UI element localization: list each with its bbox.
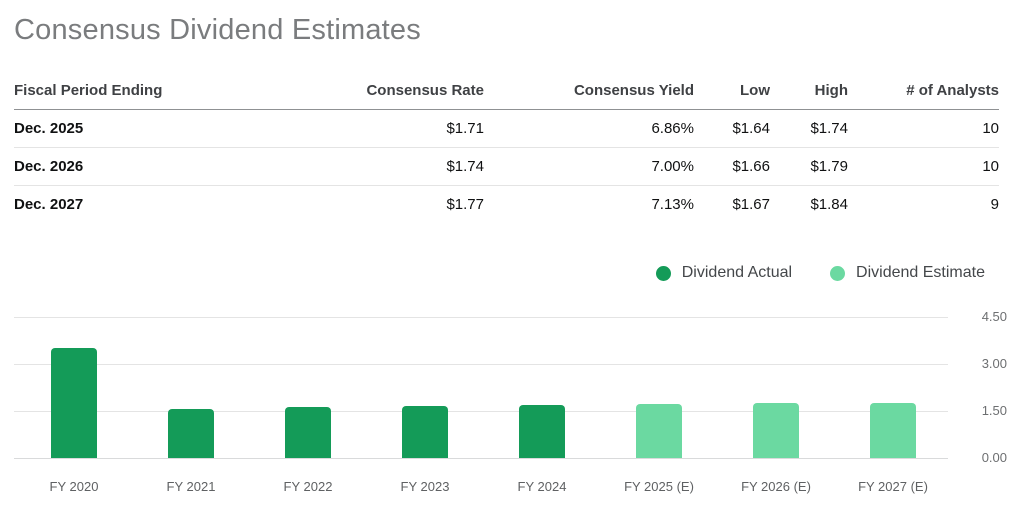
bar-fy-2023[interactable] [402, 406, 448, 458]
column-header-consensus-yield: Consensus Yield [484, 76, 694, 110]
estimates-table: Fiscal Period Ending Consensus Rate Cons… [14, 76, 999, 223]
consensus-yield-cell: 7.00% [484, 147, 694, 186]
bar-fy-2026-e[interactable] [753, 403, 799, 458]
low-cell: $1.64 [694, 109, 770, 148]
low-cell: $1.66 [694, 147, 770, 186]
bar-fy-2020[interactable] [51, 348, 97, 458]
fiscal-period-cell: Dec. 2025 [14, 109, 274, 148]
table-row: Dec. 2027 $1.77 7.13% $1.67 $1.84 9 [14, 186, 999, 224]
consensus-rate-cell: $1.74 [274, 147, 484, 186]
x-axis-label: FY 2021 [166, 479, 216, 494]
table-header-row: Fiscal Period Ending Consensus Rate Cons… [14, 76, 999, 110]
column-header-high: High [770, 76, 848, 110]
table-row: Dec. 2025 $1.71 6.86% $1.64 $1.74 10 [14, 109, 999, 148]
consensus-rate-cell: $1.77 [446, 196, 484, 213]
dividend-bar-chart: 4.50 3.00 1.50 0.00 FY 2020 FY 2021 FY 2022 FY … [0, 295, 1029, 510]
legend-label-dividend-estimate: Dividend Estimate [856, 264, 985, 281]
consensus-yield-cell: 7.13% [651, 196, 694, 213]
low-cell: $1.67 [732, 196, 770, 213]
analysts-cell: 10 [848, 109, 999, 148]
page-title: Consensus Dividend Estimates [14, 14, 421, 46]
dividend-estimate-dot-icon [830, 265, 846, 281]
y-axis-tick-label: 4.50 [981, 309, 1007, 324]
analysts-cell: 10 [848, 147, 999, 186]
y-axis-tick-label: 0.00 [981, 450, 1007, 465]
legend-item-dividend-estimate[interactable]: Dividend Estimate [830, 264, 985, 282]
x-axis-label: FY 2024 [517, 479, 567, 494]
fiscal-period-cell: Dec. 2027 [14, 196, 84, 213]
gridline [14, 364, 948, 365]
column-header-analysts: # of Analysts [848, 76, 999, 110]
consensus-rate-cell: $1.71 [274, 109, 484, 148]
chart-legend: Dividend Actual Dividend Estimate [655, 264, 985, 282]
y-axis-tick-label: 1.50 [981, 403, 1007, 418]
x-axis-label: FY 2022 [283, 479, 333, 494]
table-row: Dec. 2026 $1.74 7.00% $1.66 $1.79 10 [14, 147, 999, 186]
bar-fy-2025-e[interactable] [636, 404, 682, 458]
x-axis-label: FY 2020 [49, 479, 99, 494]
x-axis-label: FY 2026 (E) [741, 479, 811, 494]
column-header-fiscal-period: Fiscal Period Ending [14, 76, 274, 110]
column-header-low: Low [694, 76, 770, 110]
gridline [14, 458, 948, 459]
analysts-cell: 9 [990, 196, 999, 213]
column-header-consensus-rate: Consensus Rate [274, 76, 484, 110]
dividend-actual-dot-icon [655, 265, 671, 281]
x-axis-label: FY 2023 [400, 479, 450, 494]
bar-fy-2027-e[interactable] [870, 403, 916, 458]
high-cell: $1.74 [770, 109, 848, 148]
x-axis-label: FY 2027 (E) [858, 479, 928, 494]
consensus-yield-cell: 6.86% [484, 109, 694, 148]
legend-item-dividend-actual[interactable]: Dividend Actual [655, 264, 793, 282]
high-cell: $1.79 [770, 147, 848, 186]
gridline [14, 317, 948, 318]
x-axis-label: FY 2025 (E) [624, 479, 694, 494]
gridline [14, 411, 948, 412]
fiscal-period-cell: Dec. 2026 [14, 147, 274, 186]
high-cell: $1.84 [810, 196, 848, 213]
bar-fy-2024[interactable] [519, 405, 565, 458]
y-axis-tick-label: 3.00 [981, 356, 1007, 371]
legend-label-dividend-actual: Dividend Actual [681, 264, 793, 281]
bar-fy-2021[interactable] [168, 409, 214, 458]
bar-fy-2022[interactable] [285, 407, 331, 458]
